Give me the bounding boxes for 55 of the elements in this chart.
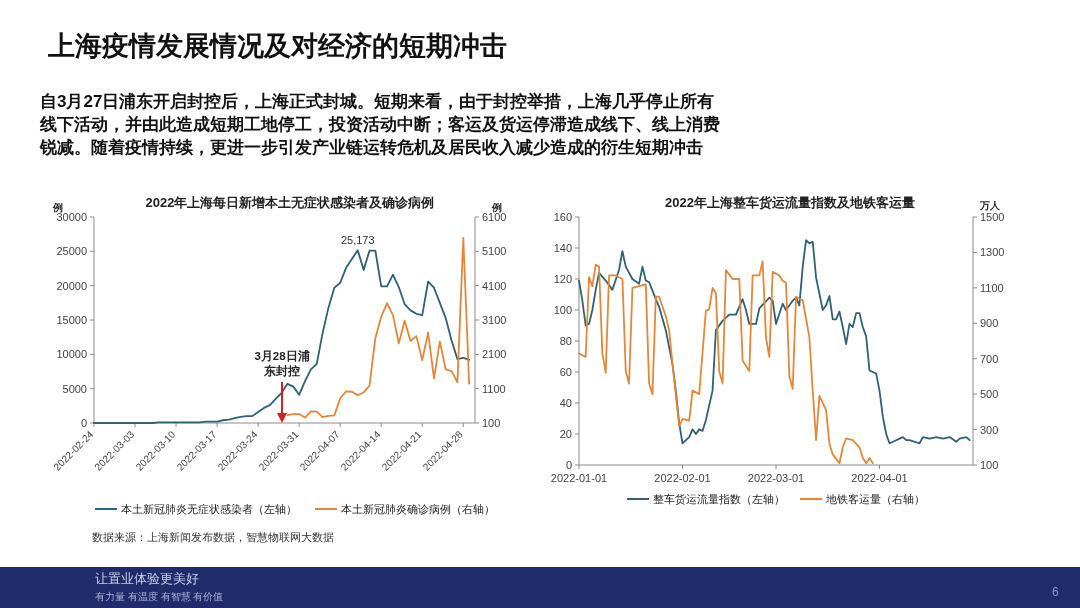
line-series <box>93 249 471 424</box>
annotation: 3月28日浦东封控 <box>254 349 310 379</box>
y-tick-label: 80 <box>559 335 572 347</box>
source-note: 数据来源：上海新闻发布数据，智慧物联网大数据 <box>92 530 334 545</box>
chart-title: 2022年上海整车货运流量指数及地铁客运量 <box>665 195 915 210</box>
y2-tick-label: 100 <box>980 459 999 471</box>
annotation: 25,173 <box>340 234 375 247</box>
legend-label: 本土新冠肺炎确诊病例（右轴） <box>341 503 495 515</box>
legend-label: 整车货运流量指数（左轴） <box>653 493 785 505</box>
y-tick-label: 40 <box>559 397 572 409</box>
y2-tick-label: 300 <box>980 423 999 436</box>
text: 让置业体验更美好 <box>95 570 199 588</box>
y2-tick-label: 900 <box>980 317 999 330</box>
line-series <box>578 260 874 465</box>
y-tick-label: 20 <box>559 428 572 440</box>
x-tick-label: 2022-03-01 <box>747 472 805 484</box>
y2-axis-title: 万人 <box>979 200 1001 211</box>
text: 自3月27日浦东开启封控后，上海正式封城。短期来看，由于封控举措，上海几乎停止所有线下活动，并由此造成短期工地停工，投资活动中断；客运及货运停滞造成线下、线上消费锐减。随着疫情持续，更进一步引发产业链运转危机及居民收入减少造成的衍生短期冲击 <box>40 91 721 159</box>
y-tick-label: 160 <box>553 211 572 223</box>
y2-tick-label: 700 <box>980 352 999 365</box>
y-tick-label: 100 <box>553 304 572 316</box>
y-axis-title: 例 <box>52 202 63 213</box>
y-tick-label: 140 <box>553 242 572 254</box>
y-tick-label: 10000 <box>56 348 87 361</box>
y-tick-label: 30000 <box>56 211 87 223</box>
y2-tick-label: 1100 <box>482 382 506 395</box>
y-tick-label: 60 <box>559 366 572 378</box>
legend-label: 地铁客运量（右轴） <box>825 493 925 505</box>
x-tick-label: 2022-04-01 <box>851 472 908 484</box>
y-tick-label: 25000 <box>56 245 87 258</box>
y2-axis-title: 例 <box>491 202 502 213</box>
y2-tick-label: 1300 <box>980 246 1005 259</box>
y2-tick-label: 2100 <box>482 348 507 361</box>
x-tick-label: 2022-02-01 <box>654 472 711 484</box>
line-series <box>578 239 971 445</box>
y2-tick-label: 4100 <box>482 279 507 292</box>
text: 上海疫情发展情况及对经济的短期冲击 <box>48 30 507 63</box>
text: 6 <box>1052 585 1059 599</box>
chart-title: 2022年上海每日新增本土无症状感染者及确诊病例 <box>145 195 435 210</box>
y-tick-label: 5000 <box>62 382 87 395</box>
y2-tick-label: 100 <box>482 417 501 429</box>
x-tick-label: 2022-01-01 <box>550 472 608 484</box>
legend-label: 本土新冠肺炎无症状感染者（左轴） <box>121 503 297 515</box>
y-tick-label: 0 <box>80 417 87 429</box>
y2-tick-label: 5100 <box>482 245 507 258</box>
y-tick-label: 120 <box>553 273 572 285</box>
y2-tick-label: 500 <box>980 388 999 401</box>
text: 有力量 有温度 有智慧 有价值 <box>95 590 224 604</box>
y2-tick-label: 1500 <box>980 211 1005 223</box>
y-tick-label: 20000 <box>56 279 87 292</box>
y-tick-label: 0 <box>565 459 572 471</box>
y2-tick-label: 6100 <box>482 211 507 223</box>
y2-tick-label: 1100 <box>980 281 1004 294</box>
y2-tick-label: 3100 <box>482 314 507 326</box>
y-tick-label: 15000 <box>56 314 87 326</box>
